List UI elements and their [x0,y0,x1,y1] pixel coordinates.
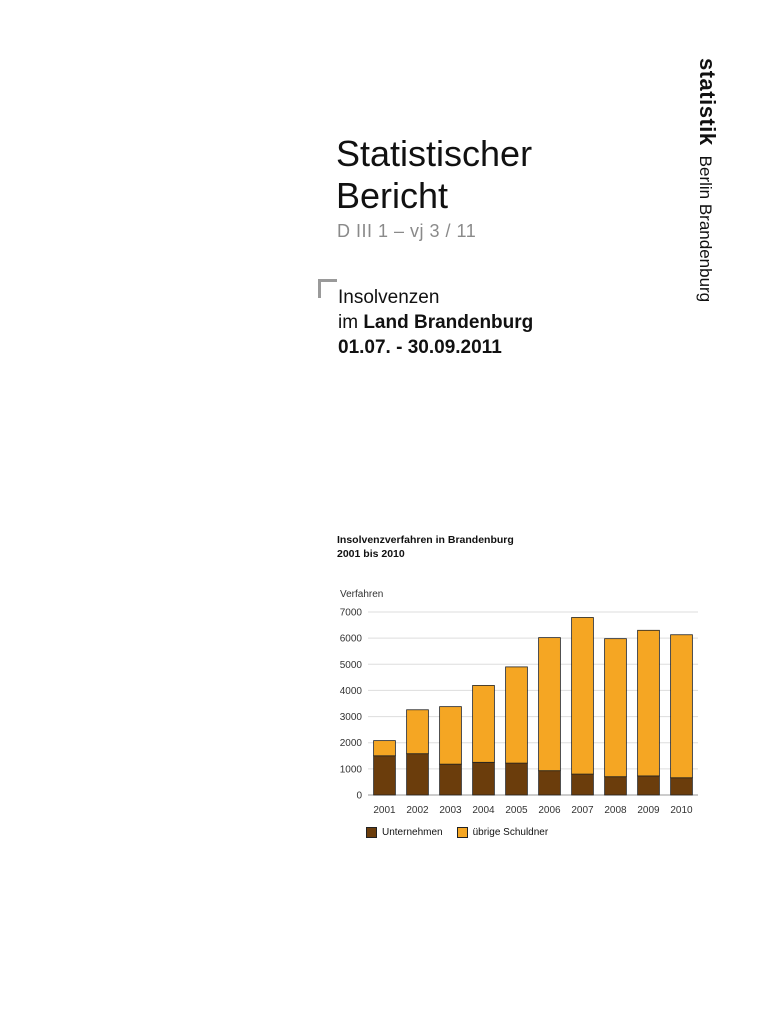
bar-unternehmen-2003 [439,763,462,796]
brand-name: statistik [695,58,720,146]
y-tick-label: 3000 [340,712,363,723]
bar-uebrige-2001 [373,740,396,757]
y-tick-label: 7000 [340,608,363,619]
bar-uebrige-2003 [439,706,462,765]
y-axis-label: Verfahren [340,589,383,600]
bar-unternehmen-2001 [373,755,396,796]
x-tick-label: 2006 [538,805,561,816]
bar-uebrige-2007 [571,617,594,775]
bar-unternehmen-2007 [571,773,594,796]
report-title-line2: Bericht [336,175,449,216]
report-subject: Insolvenzen im Land Brandenburg 01.07. -… [338,285,533,360]
report-title: Statistischer Bericht [336,133,532,217]
bar-unternehmen-2005 [505,762,528,796]
bar-uebrige-2009 [637,629,660,777]
bar-uebrige-2008 [604,638,627,778]
legend-swatch-unternehmen [366,827,377,838]
brand-vertical: statistik Berlin Brandenburg [676,58,720,302]
subject-line2-bold: Land Brandenburg [363,312,534,333]
bar-unternehmen-2006 [538,770,561,796]
legend-label-unternehmen: Unternehmen [382,827,443,838]
subject-line1: Insolvenzen [338,287,440,308]
x-tick-label: 2003 [439,805,462,816]
y-tick-label: 5000 [340,660,363,671]
y-tick-label: 6000 [340,634,363,645]
x-tick-label: 2001 [373,805,396,816]
y-tick-label: 2000 [340,738,363,749]
bar-unternehmen-2009 [637,775,660,796]
report-title-line1: Statistischer [336,133,533,174]
bar-unternehmen-2008 [604,776,627,796]
y-tick-label: 4000 [340,686,363,697]
chart-title-line2: 2001 bis 2010 [337,548,405,560]
legend-label-uebrige: übrige Schuldner [472,827,549,838]
y-tick-label: 0 [356,791,362,802]
bar-uebrige-2002 [406,709,429,755]
corner-bracket-icon [318,279,337,298]
insolvency-bar-chart: Verfahren 0 1000 2000 3000 4000 5000 6000 7000 20… [340,589,698,816]
subject-line2: im Land Brandenburg [338,310,533,335]
bar-uebrige-2006 [538,637,561,772]
x-tick-label: 2005 [505,805,528,816]
chart-title: Insolvenzverfahren in Brandenburg 2001 b… [337,533,514,561]
bar-unternehmen-2004 [472,761,495,796]
legend-item-unternehmen: Unternehmen [366,827,443,838]
chart-title-line1: Insolvenzverfahren in Brandenburg [337,534,514,546]
x-tick-label: 2004 [472,805,495,816]
legend-item-uebrige: übrige Schuldner [456,827,549,838]
x-tick-label: 2010 [670,805,693,816]
legend-swatch-uebrige [456,827,468,838]
x-tick-label: 2009 [637,805,660,816]
bar-unternehmen-2002 [406,753,429,796]
brand-region: Berlin Brandenburg [696,155,715,303]
subject-line2-prefix: im [338,312,364,333]
bar-uebrige-2005 [505,666,528,764]
x-tick-label: 2002 [406,805,429,816]
bar-uebrige-2010 [670,634,693,779]
bar-uebrige-2004 [472,685,495,763]
subject-period: 01.07. - 30.09.2011 [338,337,502,358]
chart-legend: Unternehmen übrige Schuldner [366,827,548,838]
report-code: D III 1 – vj 3 / 11 [337,221,477,241]
x-tick-label: 2007 [571,805,594,816]
y-tick-label: 1000 [340,764,363,775]
bar-unternehmen-2010 [670,777,693,796]
x-tick-label: 2008 [604,805,627,816]
